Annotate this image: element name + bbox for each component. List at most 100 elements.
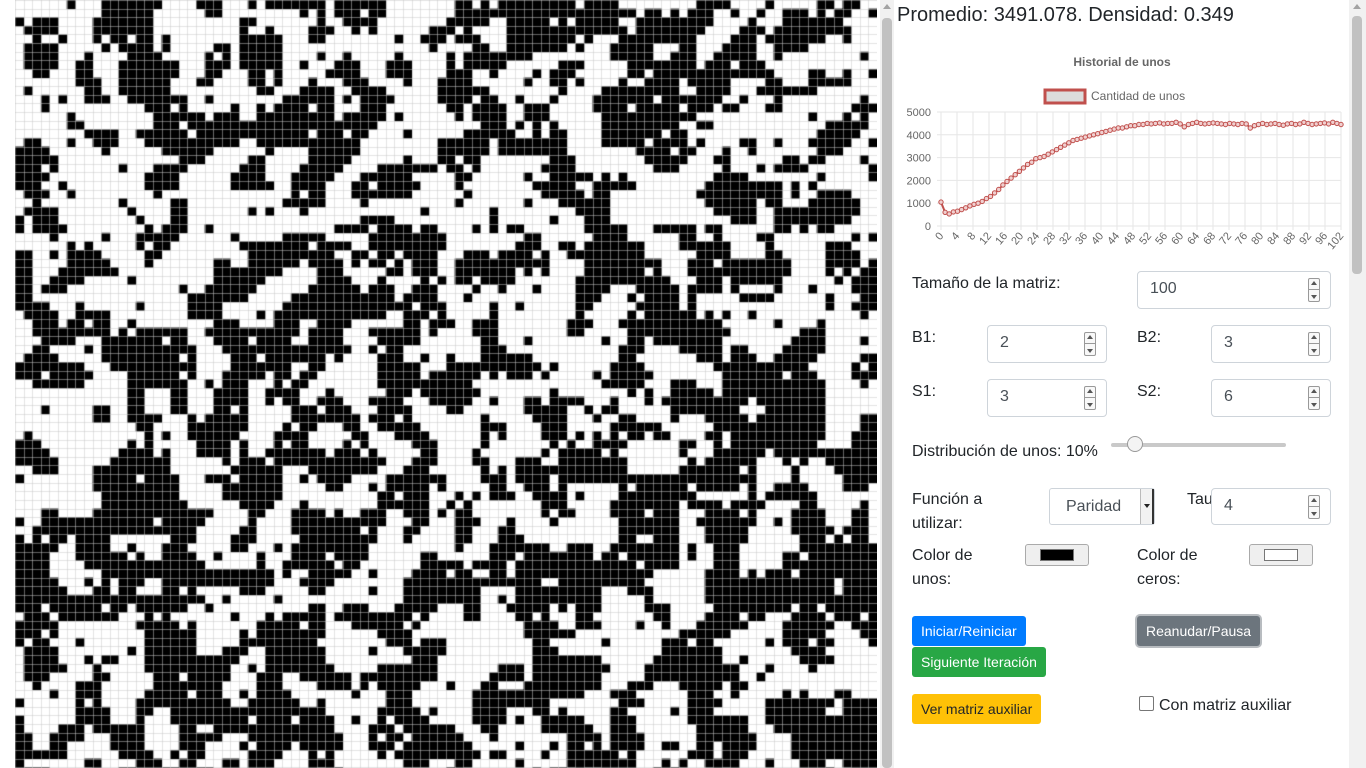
s1-input[interactable]: 3	[987, 379, 1107, 417]
s2-spinner-icon[interactable]	[1308, 386, 1320, 410]
chart-title: Historial de unos	[1073, 55, 1171, 69]
data-point[interactable]	[1309, 121, 1315, 128]
x-tick-label: 16	[993, 230, 1010, 247]
page-scrollbar-thumb[interactable]	[1352, 16, 1362, 274]
aux-matrix-checkbox[interactable]	[1139, 696, 1154, 711]
data-point[interactable]	[987, 193, 994, 200]
page-scroll-up-arrow-icon[interactable]	[1353, 4, 1361, 9]
data-point[interactable]	[1057, 144, 1064, 151]
data-point[interactable]	[1049, 149, 1056, 155]
ones-color-label: Color de unos:	[912, 544, 972, 592]
resume-pause-button[interactable]: Reanudar/Pausa	[1137, 616, 1261, 646]
x-tick-label: 24	[1025, 230, 1042, 247]
data-point[interactable]	[1020, 165, 1027, 171]
y-tick-label: 4000	[907, 130, 931, 142]
data-point[interactable]	[1239, 120, 1245, 127]
series-line	[940, 121, 1342, 215]
zeros-color-label-line1: Color de	[1137, 547, 1198, 564]
function-label: Función a utilizar:	[912, 488, 982, 536]
dropdown-arrow-icon[interactable]	[1140, 489, 1154, 524]
zeros-color-picker[interactable]	[1249, 544, 1313, 566]
next-iteration-button[interactable]: Siguiente Iteración	[912, 647, 1046, 677]
data-point[interactable]	[983, 195, 990, 202]
data-point[interactable]	[1045, 151, 1051, 157]
y-tick-label: 1000	[907, 198, 931, 210]
grid-canvas[interactable]	[15, 0, 877, 768]
data-point[interactable]	[979, 198, 985, 205]
distribution-slider[interactable]	[1111, 434, 1286, 456]
b2-spinner-icon[interactable]	[1308, 332, 1320, 356]
slider-thumb[interactable]	[1126, 436, 1143, 452]
data-point[interactable]	[1016, 168, 1023, 175]
data-point[interactable]	[1276, 121, 1282, 128]
chart-x-axis: 0 4 81216202428323640444852566064687276808…	[933, 230, 1346, 252]
data-point[interactable]	[1000, 182, 1006, 188]
x-tick-label: 20	[1009, 230, 1026, 247]
page-scrollbar[interactable]	[1349, 0, 1366, 768]
x-tick-label: 40	[1089, 230, 1106, 247]
ones-color-picker[interactable]	[1025, 544, 1089, 566]
view-aux-matrix-button[interactable]: Ver matriz auxiliar	[912, 694, 1042, 724]
data-point[interactable]	[1008, 175, 1014, 181]
data-point[interactable]	[1181, 124, 1187, 130]
data-point[interactable]	[1012, 172, 1018, 178]
data-point[interactable]	[963, 205, 969, 211]
x-tick-label: 0	[933, 230, 946, 242]
b2-input[interactable]: 3	[1211, 325, 1331, 363]
distribution-label: Distribución de unos: 10%	[912, 443, 1098, 460]
x-tick-label: 84	[1265, 230, 1282, 247]
data-point[interactable]	[996, 186, 1002, 193]
b1-label: B1:	[912, 329, 937, 346]
aux-matrix-checkbox-label[interactable]: Con matriz auxiliar	[1159, 697, 1292, 714]
x-tick-label: 76	[1233, 230, 1250, 247]
start-restart-button[interactable]: Iniciar/Reiniciar	[912, 616, 1026, 646]
data-point[interactable]	[946, 211, 952, 217]
s2-input[interactable]: 6	[1211, 379, 1331, 417]
x-tick-label: 102	[1325, 230, 1346, 252]
data-point[interactable]	[1292, 121, 1299, 128]
x-tick-label: 4	[949, 230, 962, 242]
data-point[interactable]	[1041, 153, 1047, 160]
function-label-line2: utilizar:	[912, 515, 963, 532]
stats-header: Promedio: 3491.078. Densidad: 0.349	[897, 4, 1234, 26]
grid-scrollbar-thumb[interactable]	[882, 18, 892, 768]
s1-spinner-icon[interactable]	[1084, 386, 1096, 410]
data-point[interactable]	[1243, 121, 1249, 127]
matrix-size-input[interactable]: 100	[1137, 271, 1331, 309]
data-point[interactable]	[1338, 121, 1344, 128]
control-panel: Promedio: 3491.078. Densidad: 0.349 Hist…	[897, 0, 1347, 768]
data-point[interactable]	[1062, 142, 1068, 148]
x-tick-label: 72	[1217, 230, 1234, 247]
x-tick-label: 44	[1105, 230, 1122, 247]
b1-spinner-icon[interactable]	[1084, 332, 1096, 356]
data-point[interactable]	[938, 199, 944, 205]
tau-spinner-icon[interactable]	[1308, 495, 1320, 519]
data-point[interactable]	[1053, 146, 1060, 153]
matrix-size-spinner-icon[interactable]	[1308, 278, 1320, 302]
chart-series	[938, 119, 1344, 217]
legend-swatch[interactable]	[1043, 88, 1087, 105]
data-point[interactable]	[1004, 178, 1010, 185]
cellular-automaton-grid[interactable]	[15, 0, 877, 768]
data-point[interactable]	[1206, 120, 1212, 127]
grid-scrollbar[interactable]	[880, 0, 894, 768]
data-point[interactable]	[1024, 161, 1031, 168]
scroll-up-arrow-icon[interactable]	[883, 4, 891, 9]
function-select[interactable]: Paridad	[1049, 488, 1155, 525]
x-tick-label: 64	[1185, 230, 1202, 247]
data-point[interactable]	[1247, 125, 1253, 131]
data-point[interactable]	[1152, 120, 1159, 127]
zeros-color-label: Color de ceros:	[1137, 544, 1197, 592]
tau-input[interactable]: 4	[1211, 488, 1331, 525]
b2-label: B2:	[1137, 329, 1162, 346]
legend-label[interactable]: Cantidad de unos	[1091, 89, 1185, 103]
data-point[interactable]	[1066, 140, 1072, 146]
data-point[interactable]	[991, 190, 998, 196]
data-point[interactable]	[1177, 121, 1183, 127]
y-tick-label: 2000	[907, 175, 931, 187]
slider-track[interactable]	[1111, 443, 1286, 447]
tau-label: Tau:	[1187, 491, 1218, 508]
data-point[interactable]	[1029, 159, 1035, 165]
x-tick-label: 56	[1153, 230, 1170, 247]
b1-input[interactable]: 2	[987, 325, 1107, 363]
